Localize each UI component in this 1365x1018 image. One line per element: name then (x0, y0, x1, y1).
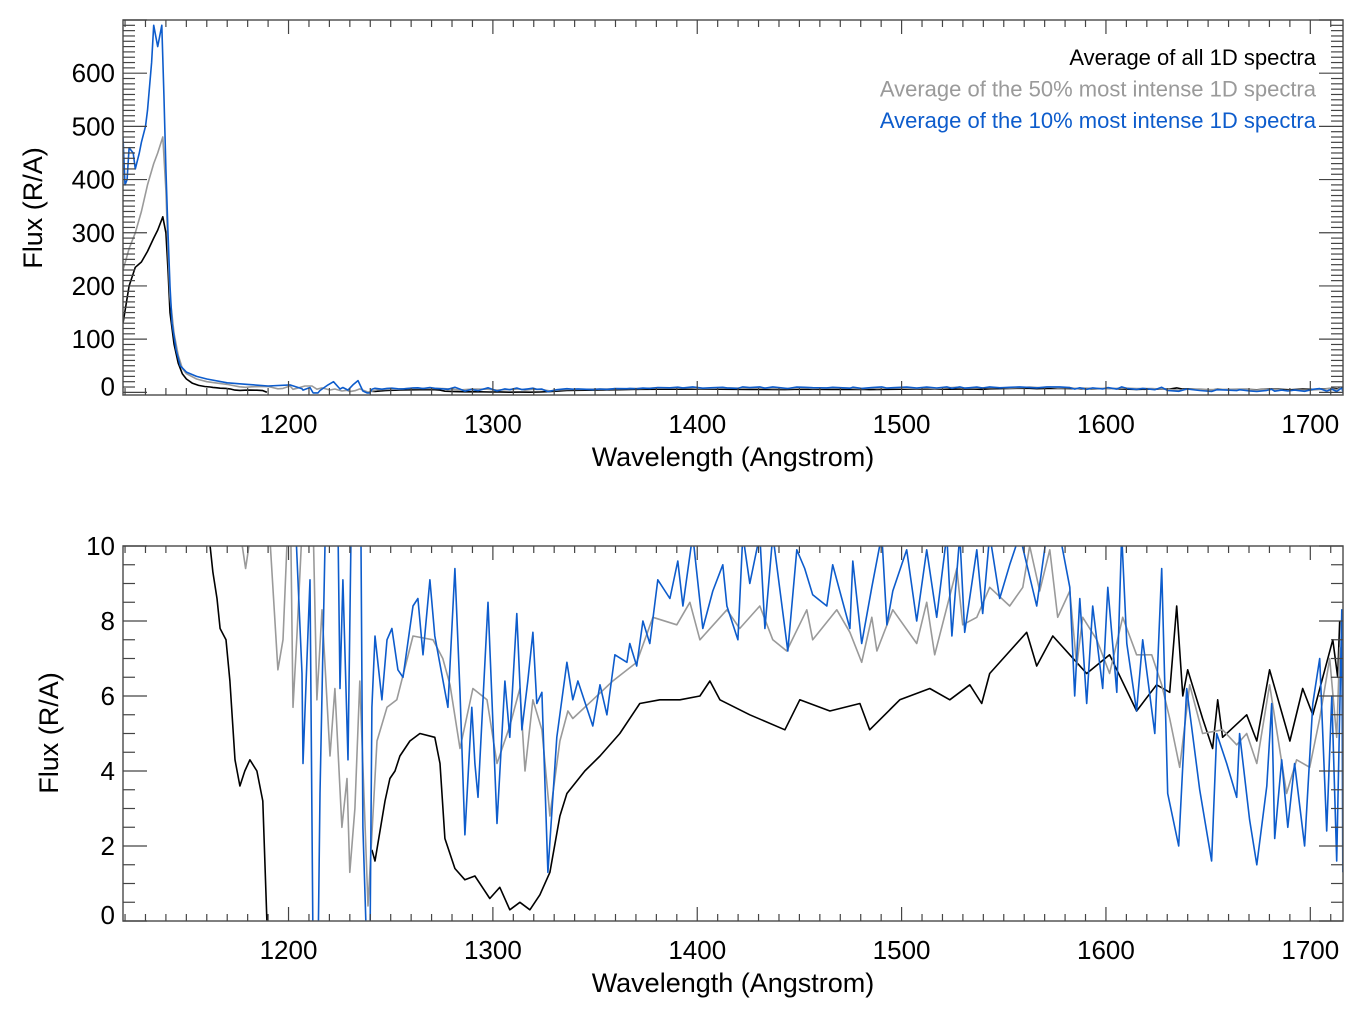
y-tick-label: 100 (72, 324, 115, 354)
y-tick-label: 6 (101, 681, 115, 711)
x-axis-label: Wavelength (Angstrom) (592, 442, 875, 472)
x-tick-label: 1500 (873, 409, 931, 439)
panel-zoomed: 1200 1300 1400 1500 1600 1700 0 2 4 6 8 10 Wavelengt… (34, 531, 1344, 998)
y-axis-label: Flux (R/A) (18, 147, 48, 269)
panel-full-range: 1200 1300 1400 1500 1600 1700 0 100 200 300 400 500… (18, 19, 1344, 472)
x-tick-label: 1600 (1077, 935, 1135, 965)
y-axis-label: Flux (R/A) (34, 672, 64, 794)
y-tick-label: 2 (101, 831, 115, 861)
x-tick-label: 1700 (1281, 409, 1339, 439)
x-tick-label: 1300 (464, 409, 522, 439)
x-tick-label: 1700 (1281, 935, 1339, 965)
y-tick-label: 300 (72, 218, 115, 248)
legend-entry: Average of the 50% most intense 1D spect… (880, 77, 1317, 102)
x-axis-label: Wavelength (Angstrom) (592, 968, 875, 998)
series-line-0-zoomed (209, 546, 1341, 921)
y-tick-label: 500 (72, 111, 115, 141)
y-tick-label: 200 (72, 271, 115, 301)
x-tick-label: 1600 (1077, 409, 1135, 439)
legend-entry: Average of all 1D spectra (1069, 45, 1316, 70)
y-tick-label: 4 (101, 756, 115, 786)
x-tick-label: 1300 (464, 935, 522, 965)
series-line-1-full-range (123, 136, 1340, 393)
legend: Average of all 1D spectra Average of the … (880, 45, 1317, 133)
x-tick-label: 1200 (260, 409, 318, 439)
x-tick-label: 1500 (873, 935, 931, 965)
y-tick-label: 0 (101, 371, 115, 401)
legend-entry: Average of the 10% most intense 1D spect… (880, 108, 1317, 133)
x-tick-label: 1200 (260, 935, 318, 965)
series-line-0-full-range (123, 216, 1340, 394)
y-tick-label: 600 (72, 58, 115, 88)
x-tick-label: 1400 (668, 935, 726, 965)
x-tick-label: 1400 (668, 409, 726, 439)
plot-frame (122, 19, 1344, 396)
y-tick-label: 10 (86, 531, 115, 561)
series-line-2-full-range (123, 24, 1343, 394)
y-tick-label: 400 (72, 165, 115, 195)
series-line-2-zoomed (295, 546, 1343, 921)
y-tick-label: 8 (101, 606, 115, 636)
y-tick-label: 0 (101, 900, 115, 930)
